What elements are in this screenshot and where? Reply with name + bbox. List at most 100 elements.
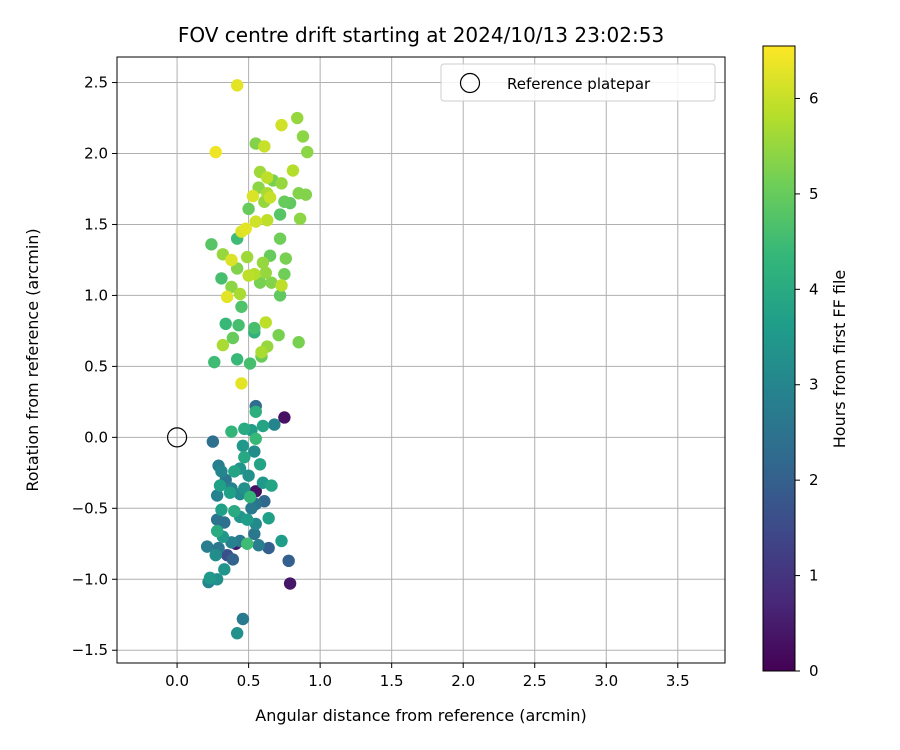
data-point — [208, 355, 221, 369]
data-point — [261, 214, 274, 227]
colorbar-gradient — [763, 46, 795, 671]
x-tick-label: 2.0 — [451, 672, 475, 690]
data-point — [225, 253, 238, 267]
data-point — [225, 425, 238, 438]
data-point — [210, 513, 224, 526]
y-tick-label: −0.5 — [72, 499, 108, 517]
x-tick-label: 2.5 — [523, 672, 547, 690]
reference-platepar-marker — [166, 427, 188, 448]
data-point — [238, 451, 251, 464]
data-point — [248, 445, 261, 458]
colorbar-tick-label: 2 — [809, 471, 819, 489]
x-tick-label: 1.5 — [380, 672, 404, 690]
data-point — [275, 534, 288, 548]
data-point — [210, 489, 224, 502]
data-point — [278, 267, 291, 281]
y-axis-ticks: −1.5 −1.0 −0.5 0.0 0.5 1.0 1.5 2.0 2.5 — [72, 74, 117, 659]
data-point — [210, 524, 224, 538]
y-tick-label: 1.5 — [84, 215, 108, 233]
data-point — [232, 319, 245, 332]
legend: Reference platepar — [440, 63, 716, 102]
data-point — [249, 215, 262, 228]
data-point — [296, 130, 310, 143]
colorbar: 0 1 2 3 4 5 6 Hours from first FF file — [762, 45, 849, 680]
data-point — [242, 469, 255, 482]
data-point — [259, 266, 272, 279]
data-point — [238, 422, 251, 436]
data-point — [223, 486, 237, 499]
data-point — [230, 79, 244, 92]
data-point — [256, 256, 270, 269]
data-point — [272, 328, 285, 342]
data-point — [252, 539, 265, 552]
data-point — [209, 145, 222, 159]
data-point — [263, 191, 277, 204]
data-point — [301, 145, 314, 159]
data-point — [225, 280, 238, 294]
legend-reference-icon — [459, 72, 481, 94]
colorbar-tick-label: 5 — [809, 185, 819, 203]
data-point — [275, 177, 288, 190]
data-point — [226, 553, 240, 566]
data-point — [262, 541, 275, 555]
x-axis-ticks: 0.0 0.5 1.0 1.5 2.0 2.5 3.0 3.5 — [165, 663, 690, 690]
y-tick-label: 2.0 — [84, 145, 108, 163]
data-point — [279, 252, 293, 265]
x-tick-label: 1.0 — [308, 672, 332, 690]
data-point — [249, 405, 262, 419]
colorbar-ticks: 0 1 2 3 4 5 6 — [795, 89, 819, 680]
data-point — [248, 321, 261, 335]
data-point — [278, 411, 291, 424]
data-point — [235, 300, 248, 313]
data-point — [273, 232, 287, 245]
data-point — [246, 189, 260, 203]
data-point — [205, 238, 218, 251]
data-point — [220, 290, 234, 304]
data-point — [240, 513, 254, 526]
data-point — [253, 458, 267, 471]
x-axis-label: Angular distance from reference (arcmin) — [255, 706, 586, 725]
plot-frame — [116, 56, 726, 664]
data-point — [243, 490, 257, 504]
data-point — [293, 212, 307, 225]
colorbar-tick-label: 1 — [809, 567, 819, 585]
data-point — [233, 287, 247, 301]
colorbar-tick-label: 3 — [809, 376, 819, 394]
reference-marker-layer — [166, 427, 188, 448]
data-point — [236, 439, 250, 453]
data-point — [230, 353, 244, 366]
data-point — [283, 577, 297, 590]
data-point — [265, 276, 278, 289]
legend-box — [440, 63, 716, 102]
chart-title: FOV centre drift starting at 2024/10/13 … — [178, 23, 664, 47]
data-point — [258, 140, 271, 153]
colorbar-tick-label: 0 — [809, 662, 819, 680]
data-point — [240, 250, 254, 264]
data-point — [219, 317, 232, 331]
y-tick-label: −1.0 — [72, 570, 108, 588]
data-point — [265, 479, 278, 492]
y-axis-label: Rotation from reference (arcmin) — [23, 228, 42, 491]
data-point — [215, 503, 228, 516]
data-point — [242, 269, 255, 282]
data-point — [206, 435, 220, 448]
data-point — [218, 563, 231, 576]
data-point — [262, 512, 275, 525]
colorbar-tick-label: 4 — [809, 280, 819, 298]
data-point — [203, 571, 217, 585]
data-point — [242, 202, 255, 216]
data-point — [240, 537, 254, 550]
data-point — [259, 316, 272, 329]
data-point — [245, 502, 258, 515]
data-point — [273, 208, 287, 221]
data-point — [268, 418, 281, 431]
y-tick-label: 1.0 — [84, 286, 108, 304]
data-point — [215, 465, 228, 478]
data-point — [275, 118, 288, 132]
data-point — [249, 432, 262, 445]
y-tick-label: 0.0 — [84, 428, 108, 446]
y-tick-label: −1.5 — [72, 641, 108, 659]
data-point — [243, 357, 257, 370]
data-point — [261, 171, 274, 184]
